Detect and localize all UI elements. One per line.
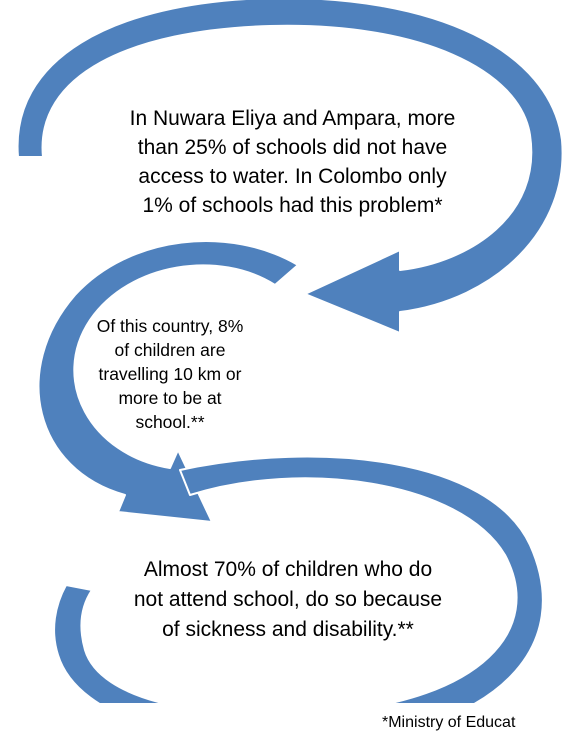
arrow-3-body [53, 455, 544, 703]
arrow-2-body [37, 240, 299, 523]
curved-arrow-1 [16, 0, 564, 334]
fact-block-travel-distance: Of this country, 8% of children are trav… [86, 314, 254, 434]
curved-arrow-2 [37, 240, 299, 523]
curved-arrow-3 [53, 455, 544, 703]
fact-text-travel-distance: Of this country, 8% of children are trav… [96, 316, 244, 432]
fact-block-water-access: In Nuwara Eliya and Ampara, more than 25… [95, 104, 490, 220]
arrow-1-body [16, 0, 564, 334]
fact-block-attendance: Almost 70% of children who do not attend… [98, 555, 478, 645]
fact-text-water-access: In Nuwara Eliya and Ampara, more than 25… [129, 107, 456, 217]
footnote-source: *Ministry of Educat [382, 714, 516, 731]
fact-text-attendance: Almost 70% of children who do not attend… [133, 558, 443, 641]
